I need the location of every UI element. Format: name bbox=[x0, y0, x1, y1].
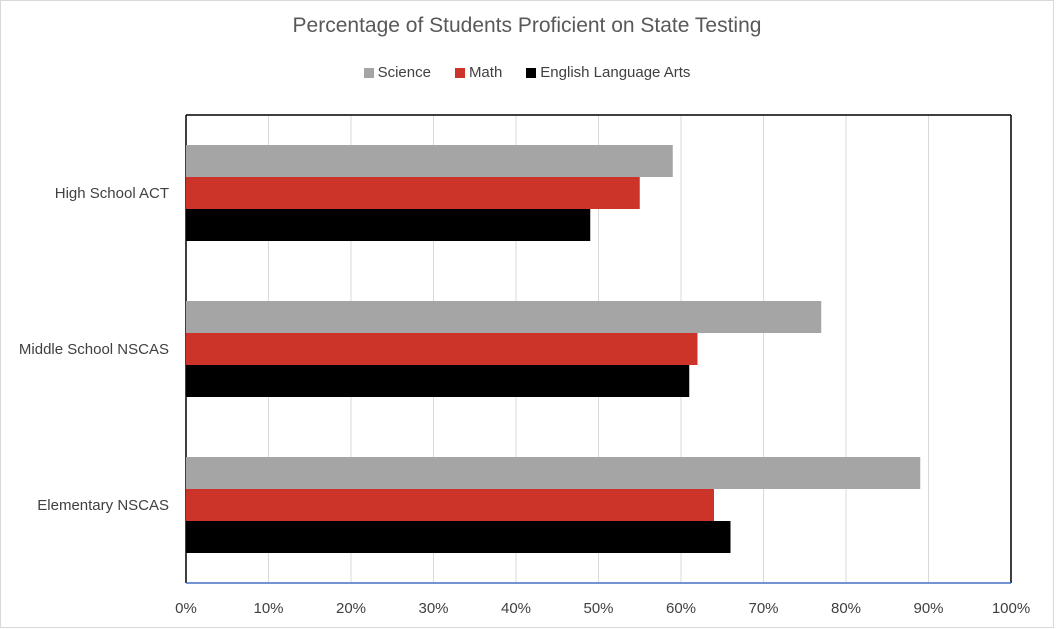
legend-label-math: Math bbox=[468, 64, 503, 81]
legend-swatch-math bbox=[454, 67, 465, 78]
bar-math-0 bbox=[186, 177, 640, 209]
legend-item-math: Math bbox=[454, 64, 503, 81]
x-tick-label: 30% bbox=[418, 600, 448, 617]
bar-math-2 bbox=[186, 489, 714, 521]
x-tick-label: 50% bbox=[583, 600, 613, 617]
x-tick-label: 80% bbox=[831, 600, 861, 617]
bar-english-language-arts-0 bbox=[186, 209, 591, 241]
legend-item-science: Science bbox=[363, 64, 431, 81]
category-label: High School ACT bbox=[55, 185, 169, 202]
x-tick-label: 90% bbox=[913, 600, 943, 617]
bar-science-2 bbox=[186, 457, 921, 489]
bar-math-1 bbox=[186, 333, 698, 365]
bar-english-language-arts-1 bbox=[186, 365, 690, 397]
bar-science-1 bbox=[186, 301, 822, 333]
chart-title: Percentage of Students Proficient on Sta… bbox=[292, 14, 762, 37]
x-tick-label: 40% bbox=[501, 600, 531, 617]
legend-swatch-science bbox=[363, 67, 374, 78]
x-tick-label: 100% bbox=[992, 600, 1030, 617]
x-tick-label: 60% bbox=[666, 600, 696, 617]
x-tick-label: 20% bbox=[336, 600, 366, 617]
category-label: Elementary NSCAS bbox=[37, 497, 169, 514]
legend: Science Math English Language Arts bbox=[0, 64, 1054, 81]
legend-item-ela: English Language Arts bbox=[526, 64, 690, 81]
x-tick-label: 0% bbox=[175, 600, 197, 617]
bar-english-language-arts-2 bbox=[186, 521, 731, 553]
bar-science-0 bbox=[186, 145, 673, 177]
legend-label-ela: English Language Arts bbox=[540, 64, 691, 81]
x-tick-label: 70% bbox=[748, 600, 778, 617]
category-label: Middle School NSCAS bbox=[19, 341, 169, 358]
legend-swatch-ela bbox=[526, 67, 537, 78]
legend-label-science: Science bbox=[377, 64, 431, 81]
x-tick-label: 10% bbox=[253, 600, 283, 617]
